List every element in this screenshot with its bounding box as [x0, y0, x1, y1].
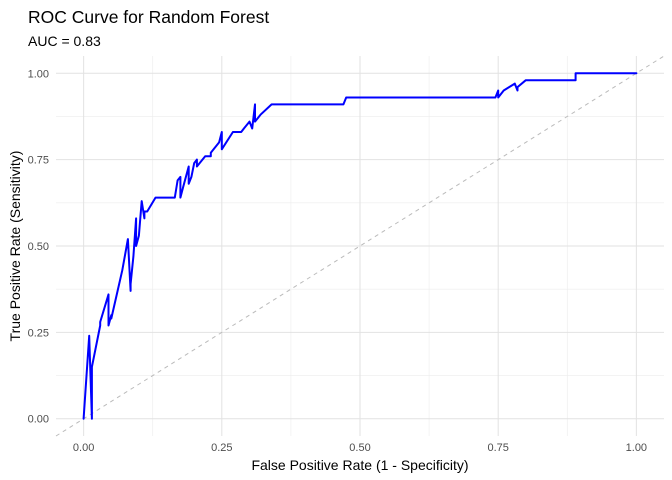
grid-layer [56, 56, 664, 436]
chart-title: ROC Curve for Random Forest [28, 7, 270, 27]
x-tick-label: 0.00 [73, 442, 94, 454]
roc-curve-line [82, 72, 638, 420]
y-tick-label: 0.75 [28, 155, 49, 167]
y-tick-label: 0.50 [28, 241, 49, 253]
y-tick-label: 0.25 [28, 327, 49, 339]
series-layer [82, 72, 638, 420]
y-tick-label: 1.00 [28, 68, 49, 80]
x-tick-label: 0.50 [349, 442, 370, 454]
x-tick-label: 1.00 [626, 442, 647, 454]
x-tick-label: 0.25 [211, 442, 232, 454]
tick-layer: 0.00 0.25 0.50 0.75 1.00 0.00 0.25 0.50 0.75 1.00 [28, 68, 647, 454]
y-axis-title: True Positive Rate (Sensitivity) [7, 151, 23, 342]
chart-subtitle: AUC = 0.83 [28, 33, 101, 49]
y-tick-label: 0.00 [28, 414, 49, 426]
x-tick-label: 0.75 [487, 442, 508, 454]
x-axis-title: False Positive Rate (1 - Specificity) [251, 457, 468, 473]
